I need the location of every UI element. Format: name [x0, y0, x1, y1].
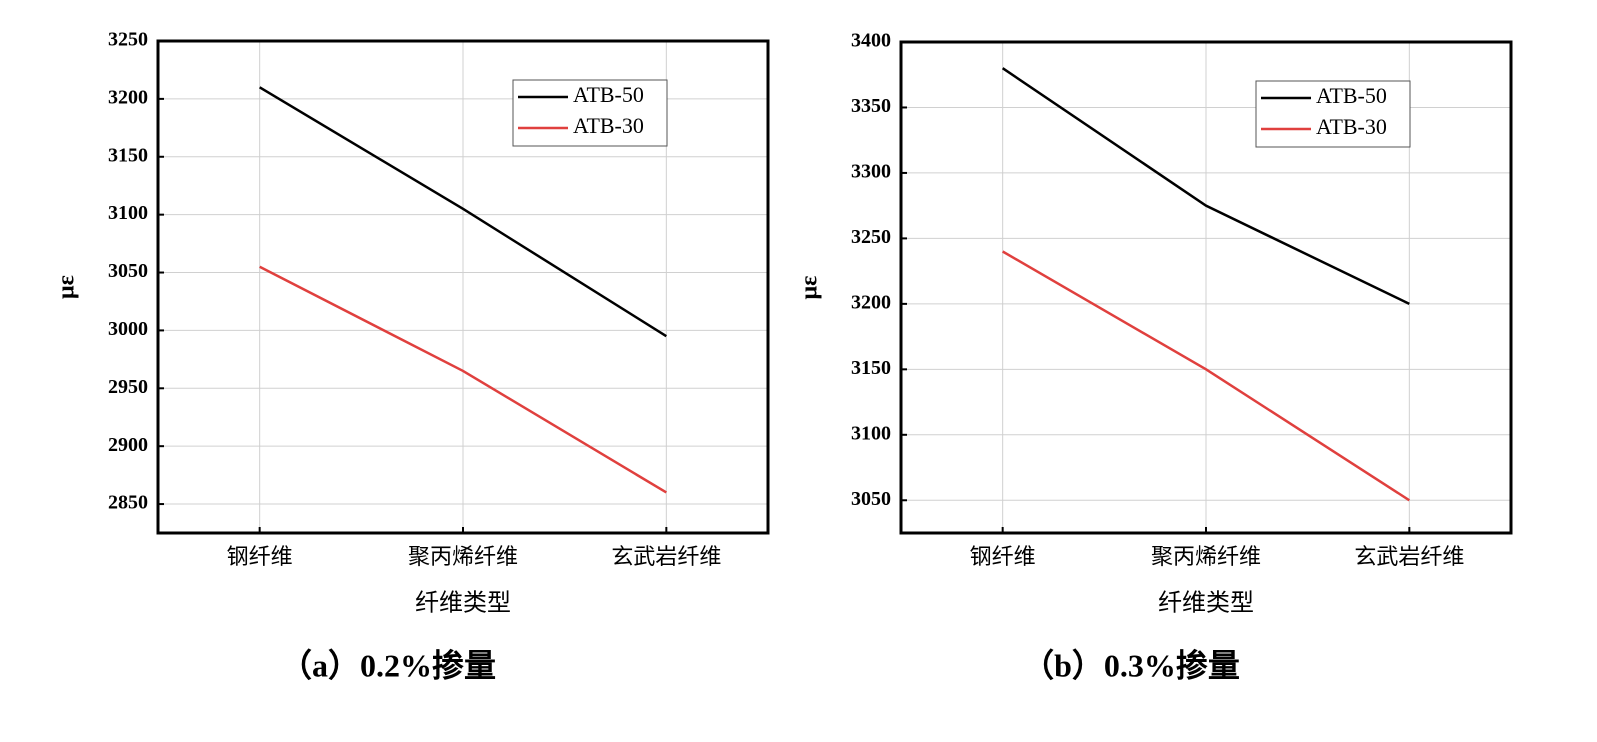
- y-tick-label: 2900: [108, 434, 148, 456]
- legend-label: ATB-30: [1316, 114, 1387, 139]
- x-tick-label: 钢纤维: [227, 544, 293, 569]
- y-tick-label: 3100: [851, 422, 891, 444]
- x-axis-label: 纤维类型: [1158, 590, 1254, 617]
- y-tick-label: 3150: [851, 357, 891, 379]
- x-tick-label: 钢纤维: [970, 544, 1036, 569]
- y-tick-label: 3300: [851, 161, 891, 183]
- legend-label: ATB-50: [1316, 83, 1387, 108]
- x-tick-label: 玄武岩纤维: [611, 544, 721, 569]
- y-tick-label: 3200: [851, 291, 891, 313]
- plot-frame: [899, 40, 1513, 535]
- legend-label: ATB-50: [573, 82, 644, 107]
- chart: 2850 2900 2950 3000 3050 3100 3150 3200 3250 钢纤维 聚…: [54, 29, 770, 683]
- caption: （b）0.3%掺量: [1022, 647, 1240, 683]
- plot-frame: [156, 39, 770, 535]
- y-tick-label: 2850: [108, 492, 148, 514]
- x-tick-label: 玄武岩纤维: [1354, 544, 1464, 569]
- legend-box: [512, 79, 668, 147]
- y-tick-label: 3050: [851, 488, 891, 510]
- y-tick-label: 2950: [108, 376, 148, 398]
- y-tick-label: 3350: [851, 95, 891, 117]
- y-tick-label: 3050: [108, 260, 148, 282]
- y-tick-label: 3000: [108, 318, 148, 340]
- line: [1001, 67, 1410, 305]
- x-tick-label: 聚丙烯纤维: [408, 544, 518, 569]
- y-tick-label: 3250: [108, 29, 148, 51]
- caption: （a）0.2%掺量: [280, 647, 496, 683]
- legend-box: [1255, 80, 1411, 148]
- y-tick-label: 3100: [108, 202, 148, 224]
- y-tick-label: 3150: [108, 144, 148, 166]
- line: [259, 86, 667, 338]
- line: [1002, 250, 1411, 502]
- x-axis-label: 纤维类型: [415, 590, 511, 617]
- x-tick-label: 聚丙烯纤维: [1151, 544, 1261, 569]
- y-tick-label: 3200: [108, 86, 148, 108]
- y-tick-label: 3400: [851, 30, 891, 52]
- y-axis-label: με: [54, 275, 80, 299]
- y-tick-label: 3250: [851, 226, 891, 248]
- chart: 3050 3100 3150 3200 3250 3300 3350 3400 钢纤维 聚丙烯纤维…: [797, 30, 1513, 683]
- line: [259, 265, 667, 494]
- legend-label: ATB-30: [573, 113, 644, 138]
- y-axis-label: με: [797, 276, 823, 300]
